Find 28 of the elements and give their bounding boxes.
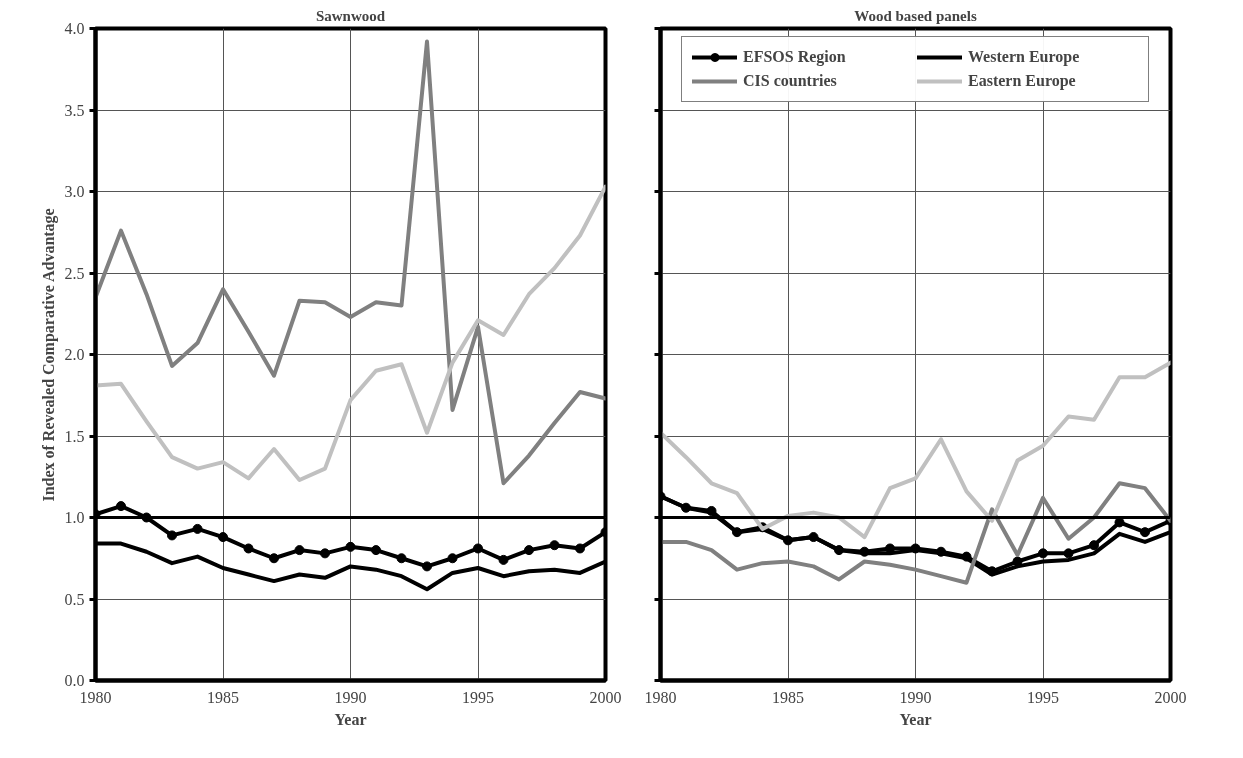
legend-label: Eastern Europe xyxy=(968,72,1077,90)
x-tick-label: 1985 xyxy=(207,688,239,706)
x-tick-label: 2000 xyxy=(1154,688,1187,706)
x-tick-label: 2000 xyxy=(589,688,622,706)
chart-title: Wood based panels xyxy=(854,7,977,24)
x-tick-label: 1980 xyxy=(644,688,677,706)
y-tick-label: 4.0 xyxy=(64,20,85,37)
legend-label: CIS countries xyxy=(743,72,838,90)
y-tick-label: 1.5 xyxy=(64,427,85,445)
x-tick-label: 1995 xyxy=(462,688,494,706)
x-axis-title: Year xyxy=(334,710,367,728)
chart-title: Sawnwood xyxy=(315,7,386,24)
y-tick-label: 1.0 xyxy=(64,509,85,526)
y-tick-label: 3.5 xyxy=(64,101,85,119)
x-tick-label: 1995 xyxy=(1027,688,1059,706)
y-tick-label: 0.5 xyxy=(64,590,85,608)
legend-label: EFSOS Region xyxy=(743,48,847,66)
x-tick-label: 1990 xyxy=(334,688,367,706)
x-axis-title: Year xyxy=(899,710,932,728)
x-tick-label: 1990 xyxy=(899,688,932,706)
legend-label: Western Europe xyxy=(968,48,1081,66)
y-tick-label: 3.0 xyxy=(64,183,85,200)
y-tick-label: 2.0 xyxy=(64,346,85,363)
y-tick-label: 2.5 xyxy=(64,264,85,282)
x-tick-label: 1980 xyxy=(79,688,112,706)
x-tick-label: 1985 xyxy=(772,688,804,706)
y-axis-title: Index of Revealed Comparative Advantage xyxy=(39,208,58,502)
y-tick-label: 0.0 xyxy=(64,672,85,689)
